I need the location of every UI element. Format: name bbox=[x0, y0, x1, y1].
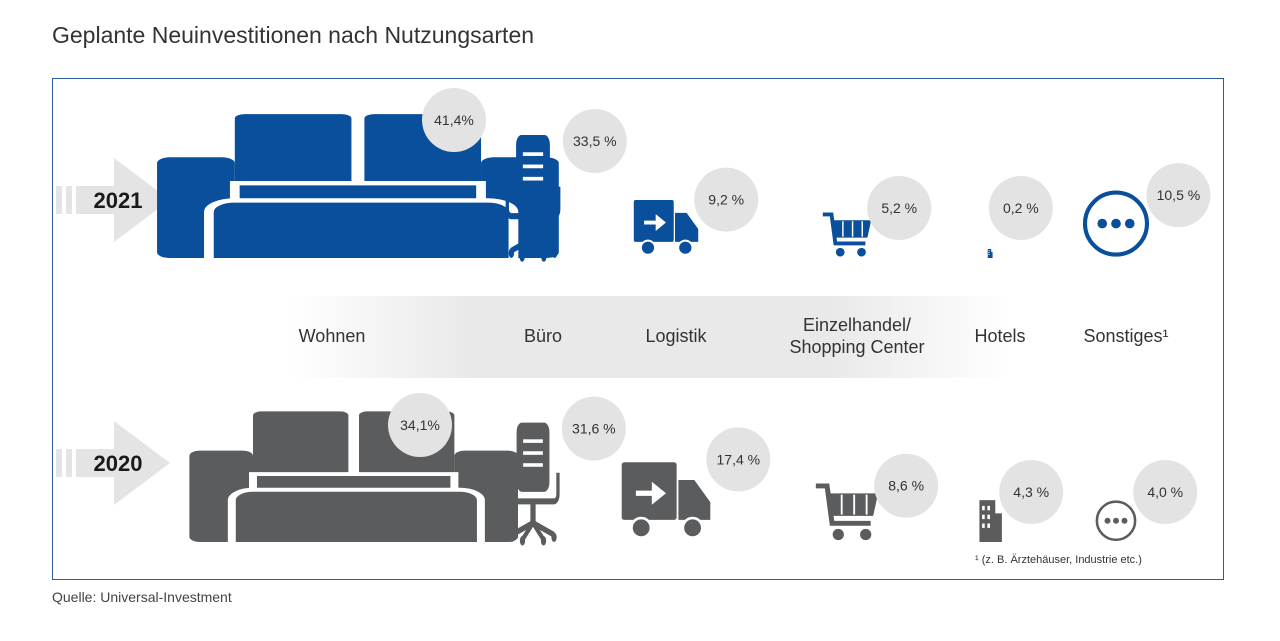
data-label: 17,4 % bbox=[717, 451, 761, 467]
category-band bbox=[290, 296, 1010, 378]
data-label: 0,2 % bbox=[1003, 200, 1039, 216]
source-note: Quelle: Universal-Investment bbox=[52, 589, 232, 605]
data-label: 8,6 % bbox=[888, 478, 924, 494]
category-label: Sonstiges¹ bbox=[1083, 326, 1168, 346]
data-label: 31,6 % bbox=[572, 421, 616, 437]
truck-icon-2021 bbox=[633, 200, 699, 256]
office-chair-icon-2020 bbox=[506, 422, 560, 546]
data-label: 41,4% bbox=[434, 112, 474, 128]
more-dots-icon-2021 bbox=[1082, 190, 1150, 257]
shopping-cart-icon-2021 bbox=[822, 212, 872, 257]
hotel-building-icon-2020 bbox=[979, 500, 1002, 542]
category-label: Wohnen bbox=[299, 326, 366, 346]
footnote: ¹ (z. B. Ärztehäuser, Industrie etc.) bbox=[975, 554, 1142, 566]
value-bubble bbox=[706, 427, 771, 492]
year-arrow-2020 bbox=[56, 421, 170, 505]
category-label: Logistik bbox=[645, 326, 707, 346]
value-bubble bbox=[1146, 163, 1211, 228]
value-bubble bbox=[694, 167, 759, 232]
sofa-icon-2021 bbox=[157, 114, 559, 258]
value-bubble bbox=[1133, 460, 1198, 524]
data-label: 33,5 % bbox=[573, 133, 617, 149]
year-arrow-2021 bbox=[56, 158, 170, 242]
value-bubble bbox=[874, 453, 939, 518]
data-label: 4,0 % bbox=[1147, 484, 1183, 500]
shopping-cart-icon-2020 bbox=[815, 483, 879, 541]
hotel-building-icon-2021 bbox=[987, 248, 993, 258]
data-label: 34,1% bbox=[400, 417, 440, 433]
category-label: Einzelhandel/ bbox=[803, 315, 911, 335]
value-bubble bbox=[867, 176, 932, 240]
category-label: Hotels bbox=[974, 326, 1025, 346]
value-bubble bbox=[562, 109, 627, 174]
data-label: 5,2 % bbox=[881, 200, 917, 216]
value-bubble bbox=[422, 88, 486, 152]
value-bubble bbox=[388, 393, 452, 457]
data-label: 9,2 % bbox=[708, 192, 744, 208]
data-label: 10,5 % bbox=[1157, 187, 1201, 203]
office-chair-icon-2021 bbox=[505, 135, 561, 262]
page-title: Geplante Neuinvestitionen nach Nutzungsa… bbox=[52, 22, 535, 48]
more-dots-icon-2020 bbox=[1095, 500, 1137, 542]
value-bubble bbox=[561, 396, 626, 461]
value-bubble bbox=[988, 176, 1053, 240]
year-label-2021: 2021 bbox=[94, 188, 143, 213]
value-bubble bbox=[999, 460, 1064, 524]
chart-frame bbox=[52, 78, 1224, 580]
category-label: Büro bbox=[524, 326, 562, 346]
data-label: 4,3 % bbox=[1013, 484, 1049, 500]
truck-icon-2020 bbox=[621, 462, 711, 539]
sofa-icon-2020 bbox=[189, 411, 518, 542]
year-label-2020: 2020 bbox=[94, 451, 143, 476]
category-label: Shopping Center bbox=[789, 337, 924, 357]
